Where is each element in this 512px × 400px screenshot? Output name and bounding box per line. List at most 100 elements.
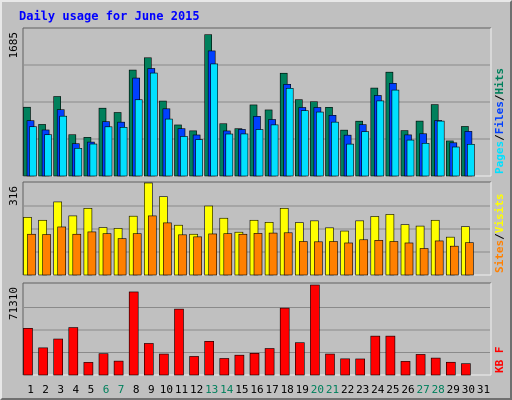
bar-kb-f-day-4 <box>68 327 79 376</box>
legend-visits: Visits <box>493 194 506 234</box>
bar-sites-day-23 <box>359 239 369 276</box>
bar-pages-day-26 <box>406 139 415 177</box>
panel-legend: Pages/Files/Hits <box>493 68 506 174</box>
bar-kb-f-day-9 <box>144 343 154 376</box>
bar-kb-f-day-14 <box>219 358 230 376</box>
bar-pages-day-5 <box>89 143 98 177</box>
bar-kb-f-day-24 <box>370 335 381 376</box>
bar-sites-day-16 <box>253 233 263 276</box>
bar-sites-day-9 <box>148 215 157 276</box>
bar-sites-day-1 <box>27 233 36 276</box>
legend-separator: / <box>493 134 506 141</box>
bar-sites-day-6 <box>102 233 112 276</box>
bar-sites-day-14 <box>223 233 233 276</box>
day-label-2: 2 <box>42 383 49 396</box>
series-kb-f <box>23 284 471 376</box>
bar-kb-f-day-12 <box>189 356 199 376</box>
bar-kb-f-day-7 <box>113 360 124 376</box>
bar-sites-day-2 <box>42 234 51 276</box>
bar-sites-day-12 <box>193 236 202 276</box>
bar-kb-f-day-26 <box>400 361 411 376</box>
axis-max-label: 316 <box>7 186 20 206</box>
bar-pages-day-20 <box>316 111 324 177</box>
bar-pages-day-29 <box>451 146 460 177</box>
bar-kb-f-day-18 <box>279 307 290 376</box>
legend-hits: Hits <box>493 68 506 95</box>
day-label-20: 20 <box>311 383 324 396</box>
legend-kb-f: KB F <box>493 347 506 374</box>
day-label-15: 15 <box>235 383 248 396</box>
bar-sites-day-8 <box>132 233 142 276</box>
bar-kb-f-day-25 <box>385 335 396 376</box>
day-label-13: 13 <box>205 383 218 396</box>
day-label-1: 1 <box>27 383 34 396</box>
day-label-23: 23 <box>356 383 369 396</box>
bar-kb-f-day-30 <box>461 363 471 376</box>
day-label-14: 14 <box>220 383 234 396</box>
bar-sites-day-24 <box>374 240 384 276</box>
bar-pages-day-23 <box>361 131 370 177</box>
day-label-6: 6 <box>103 383 110 396</box>
day-label-12: 12 <box>190 383 203 396</box>
bar-sites-day-7 <box>117 238 127 276</box>
legend-separator: / <box>493 233 506 240</box>
bar-sites-day-15 <box>238 233 248 276</box>
bar-sites-day-13 <box>208 233 217 276</box>
day-label-25: 25 <box>386 383 399 396</box>
bar-pages-day-6 <box>104 126 113 177</box>
day-label-9: 9 <box>148 383 155 396</box>
day-label-31: 31 <box>477 383 490 396</box>
panel-legend: Sites/Visits <box>493 194 506 274</box>
bar-pages-day-11 <box>180 136 188 177</box>
bar-sites-day-27 <box>419 248 429 276</box>
day-label-28: 28 <box>432 383 445 396</box>
day-label-27: 27 <box>416 383 429 396</box>
bar-pages-day-21 <box>331 121 339 177</box>
bar-kb-f-day-3 <box>53 338 64 376</box>
bar-sites-day-21 <box>329 241 338 276</box>
bar-pages-day-24 <box>376 100 385 177</box>
bar-sites-day-28 <box>434 240 444 276</box>
bar-sites-day-25 <box>389 241 399 276</box>
day-label-19: 19 <box>296 383 309 396</box>
legend-files: Files <box>493 101 506 134</box>
day-label-18: 18 <box>281 383 294 396</box>
day-label-17: 17 <box>265 383 278 396</box>
day-label-16: 16 <box>250 383 263 396</box>
bar-kb-f-day-19 <box>294 342 305 376</box>
bar-kb-f-day-16 <box>249 352 260 376</box>
bar-kb-f-day-2 <box>38 347 48 376</box>
bar-pages-day-27 <box>421 143 430 177</box>
bar-kb-f-day-28 <box>430 357 441 376</box>
bar-sites-day-11 <box>178 234 187 276</box>
series-pages <box>29 63 475 177</box>
day-label-24: 24 <box>371 383 385 396</box>
legend-pages: Pages <box>493 141 506 174</box>
bar-kb-f-day-17 <box>264 348 275 376</box>
bar-pages-day-8 <box>134 99 143 177</box>
bar-pages-day-16 <box>255 129 264 177</box>
bar-kb-f-day-8 <box>128 291 139 376</box>
day-label-7: 7 <box>118 383 125 396</box>
bar-sites-day-3 <box>57 226 67 276</box>
bar-pages-day-12 <box>195 139 203 177</box>
bar-pages-day-25 <box>391 89 400 177</box>
bar-pages-day-22 <box>346 143 354 177</box>
day-label-3: 3 <box>57 383 64 396</box>
bar-pages-day-17 <box>270 124 279 177</box>
bar-kb-f-day-22 <box>340 358 350 376</box>
chart-panels: 1685Pages/Files/Hits316Sites/Visits71310… <box>7 27 506 376</box>
bar-pages-day-30 <box>467 143 475 177</box>
day-label-5: 5 <box>88 383 95 396</box>
bar-sites-day-19 <box>298 241 308 276</box>
bar-sites-day-4 <box>72 233 82 276</box>
day-label-22: 22 <box>341 383 354 396</box>
bar-kb-f-day-6 <box>98 353 109 376</box>
axis-max-label: 71310 <box>7 287 20 320</box>
legend-sites: Sites <box>493 240 506 273</box>
bar-sites-day-22 <box>344 242 353 276</box>
bar-pages-day-1 <box>29 126 37 177</box>
bar-sites-day-20 <box>314 241 323 276</box>
day-axis: 1 2 3 4 5 6 7 8 9 10 11 12 13 14 15 16 17 18 19 20 21 22 23 24 2… <box>27 383 490 396</box>
